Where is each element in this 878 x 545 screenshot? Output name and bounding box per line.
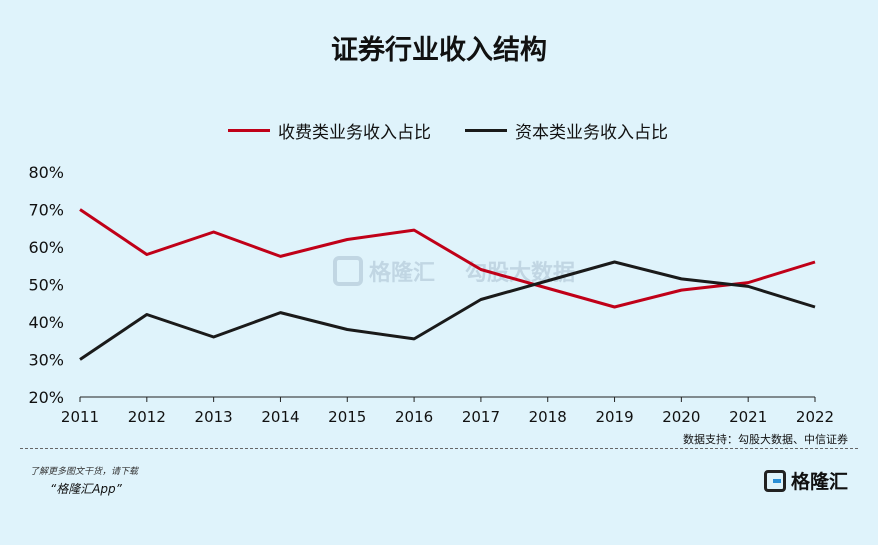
x-tick-label: 2016 bbox=[395, 408, 433, 426]
x-tick-label: 2011 bbox=[61, 408, 99, 426]
x-tick-label: 2022 bbox=[796, 408, 834, 426]
chart-title: 证券行业收入结构 bbox=[331, 35, 547, 66]
series-line-capital bbox=[79, 260, 816, 361]
legend-item-capital: 资本类业务收入占比 bbox=[465, 118, 668, 143]
footer-download-note: 了解更多图文干货，请下载 bbox=[30, 467, 139, 477]
x-tick-label: 2017 bbox=[462, 408, 500, 426]
y-tick-label: 40% bbox=[28, 313, 64, 332]
y-tick-label: 70% bbox=[28, 201, 64, 220]
x-tick-label: 2019 bbox=[595, 408, 633, 426]
legend-swatch-fee bbox=[228, 129, 270, 132]
watermark-logo-icon bbox=[333, 256, 363, 286]
legend-item-fee: 收费类业务收入占比 bbox=[228, 118, 431, 143]
footer-divider bbox=[20, 448, 858, 449]
x-tick-label: 2021 bbox=[729, 408, 767, 426]
legend: 收费类业务收入占比 资本类业务收入占比 bbox=[228, 118, 702, 143]
y-tick-label: 50% bbox=[28, 276, 64, 295]
x-tick-label: 2015 bbox=[328, 408, 366, 426]
y-tick-label: 20% bbox=[28, 388, 64, 407]
footer-logo: 格隆汇 bbox=[763, 467, 848, 494]
y-tick-label: 30% bbox=[28, 351, 64, 370]
watermark-brand: 格隆汇 bbox=[369, 261, 436, 286]
x-tick-label: 2012 bbox=[128, 408, 166, 426]
x-tick-label: 2020 bbox=[662, 408, 700, 426]
x-tick-label: 2014 bbox=[261, 408, 299, 426]
legend-label-capital: 资本类业务收入占比 bbox=[515, 123, 668, 143]
x-tick-label: 2013 bbox=[195, 408, 233, 426]
y-tick-label: 60% bbox=[28, 238, 64, 257]
source-note: 数据支持：勾股大数据、中信证券 bbox=[683, 433, 848, 446]
logo-icon bbox=[763, 469, 786, 492]
x-tick-label: 2018 bbox=[529, 408, 567, 426]
series-line-fee bbox=[79, 208, 816, 309]
legend-label-fee: 收费类业务收入占比 bbox=[278, 123, 431, 143]
y-tick-label: 80% bbox=[28, 163, 64, 182]
footer-logo-text: 格隆汇 bbox=[790, 471, 848, 493]
footer-app-name: “格隆汇App” bbox=[50, 482, 122, 496]
legend-swatch-capital bbox=[465, 129, 507, 132]
